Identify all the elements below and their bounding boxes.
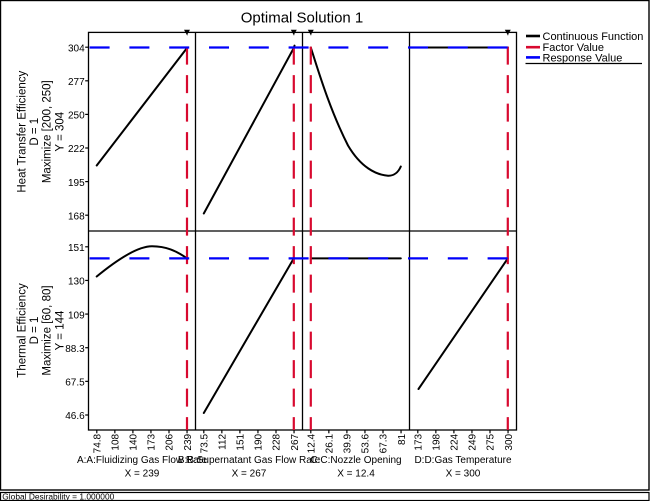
svg-text:67.3: 67.3 — [379, 433, 390, 453]
svg-text:Y = 144: Y = 144 — [55, 310, 67, 350]
svg-text:151: 151 — [236, 433, 247, 450]
svg-text:300: 300 — [504, 433, 515, 450]
svg-text:250: 250 — [68, 111, 85, 122]
svg-text:Optimal Solution 1: Optimal Solution 1 — [241, 9, 364, 26]
svg-text:X = 300: X = 300 — [446, 469, 481, 480]
svg-text:X = 12.4: X = 12.4 — [337, 469, 375, 480]
svg-text:267: 267 — [290, 433, 301, 450]
svg-text:228: 228 — [272, 433, 283, 450]
svg-text:109: 109 — [68, 310, 85, 321]
svg-text:C:C:Nozzle Opening: C:C:Nozzle Opening — [310, 455, 401, 466]
svg-text:Thermal Efficiency: Thermal Efficiency — [17, 283, 29, 378]
svg-text:46.6: 46.6 — [65, 411, 85, 422]
svg-text:304: 304 — [68, 43, 85, 54]
svg-text:81: 81 — [397, 433, 408, 445]
svg-text:74.8: 74.8 — [93, 433, 104, 453]
svg-text:53.6: 53.6 — [361, 433, 372, 453]
svg-text:112: 112 — [218, 433, 229, 449]
svg-text:190: 190 — [254, 433, 265, 450]
svg-text:198: 198 — [432, 433, 443, 450]
svg-text:D:D:Gas Temperature: D:D:Gas Temperature — [414, 455, 512, 466]
svg-text:173: 173 — [414, 433, 425, 450]
svg-text:275: 275 — [486, 433, 497, 450]
svg-text:Factor Value: Factor Value — [543, 42, 605, 54]
svg-text:224: 224 — [450, 433, 461, 450]
svg-text:39.9: 39.9 — [343, 433, 354, 453]
svg-text:195: 195 — [68, 178, 85, 189]
svg-text:D = 1: D = 1 — [29, 317, 41, 345]
svg-text:X = 267: X = 267 — [232, 469, 267, 480]
svg-text:108: 108 — [111, 433, 122, 450]
svg-text:B:B:Supernatant Gas Flow Rate: B:B:Supernatant Gas Flow Rate — [178, 455, 321, 466]
svg-text:222: 222 — [68, 144, 85, 155]
svg-text:26.1: 26.1 — [325, 433, 336, 453]
svg-text:Global Desirability = 1.000000: Global Desirability = 1.000000 — [2, 491, 114, 501]
svg-text:239: 239 — [183, 433, 194, 450]
svg-text:130: 130 — [68, 277, 85, 288]
svg-text:140: 140 — [129, 433, 140, 450]
svg-text:67.5: 67.5 — [65, 378, 85, 389]
svg-text:Maximize [200, 250]: Maximize [200, 250] — [42, 80, 54, 183]
svg-text:D = 1: D = 1 — [29, 118, 41, 146]
svg-text:151: 151 — [68, 243, 85, 254]
svg-text:Heat Transfer Efficiency: Heat Transfer Efficiency — [17, 71, 29, 193]
svg-text:Response Value: Response Value — [543, 52, 623, 64]
svg-text:73.5: 73.5 — [200, 433, 211, 453]
svg-text:Maximize [60, 80]: Maximize [60, 80] — [42, 285, 54, 375]
svg-text:A:A:Fluidizing Gas Flow Rate: A:A:Fluidizing Gas Flow Rate — [77, 455, 207, 466]
svg-text:168: 168 — [68, 211, 85, 222]
svg-text:X = 239: X = 239 — [125, 469, 160, 480]
svg-text:Continuous Function: Continuous Function — [543, 31, 644, 43]
svg-text:88.3: 88.3 — [65, 344, 85, 355]
svg-text:12.4: 12.4 — [307, 433, 318, 453]
svg-text:249: 249 — [468, 433, 479, 450]
svg-text:277: 277 — [68, 77, 85, 88]
svg-text:173: 173 — [147, 433, 158, 450]
svg-text:Y = 304: Y = 304 — [55, 111, 67, 151]
svg-text:206: 206 — [165, 433, 176, 450]
